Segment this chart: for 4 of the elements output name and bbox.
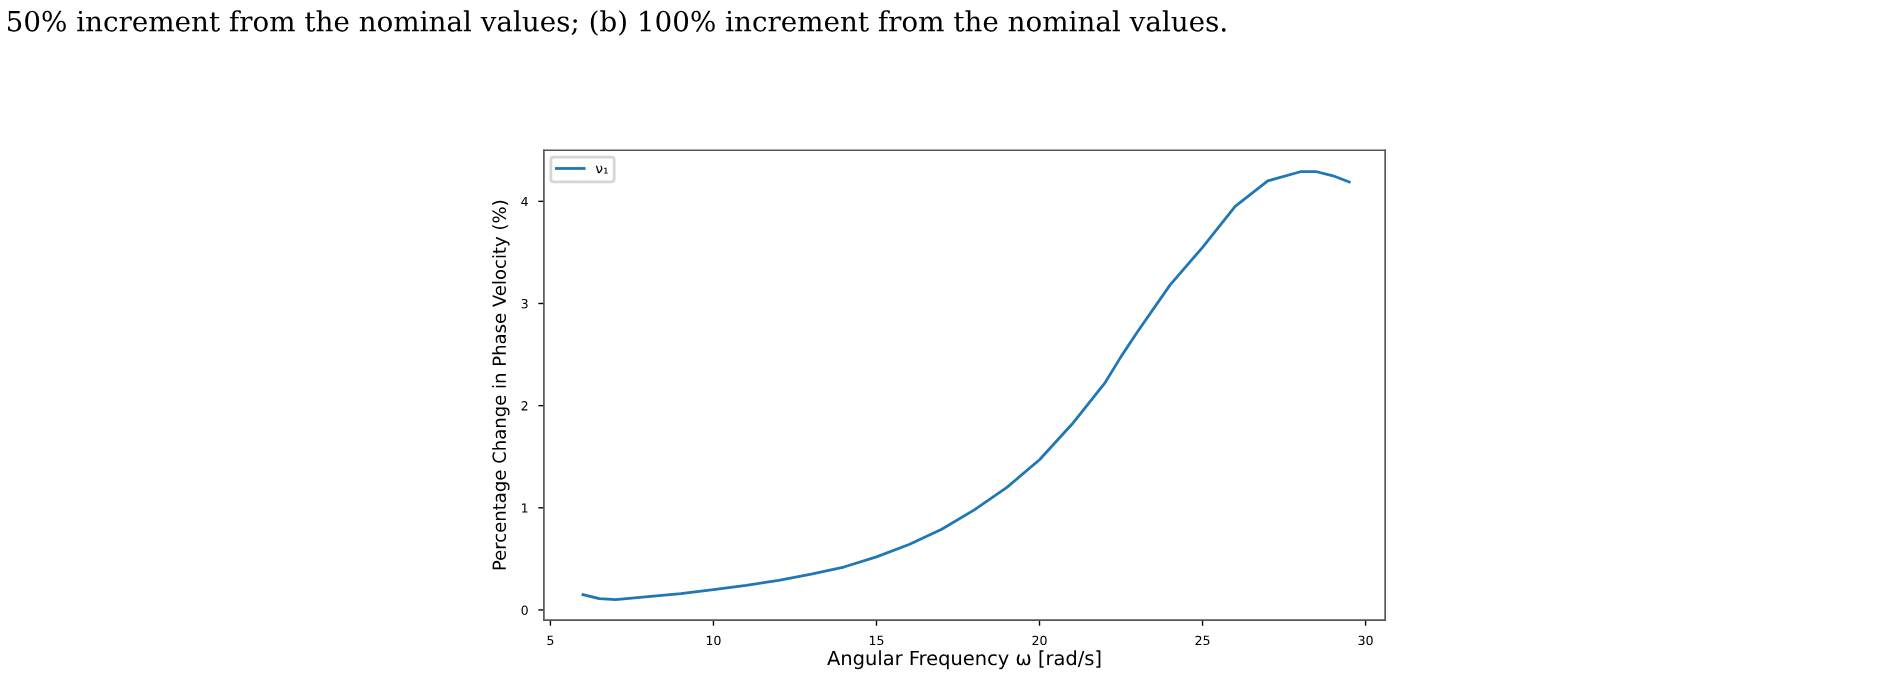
line-series [581, 170, 1351, 602]
y-axis-title: Percentage Change in Phase Velocity (%) [492, 200, 510, 570]
x-axis-title: Angular Frequency ω [rad/s] [827, 650, 1101, 670]
text: 50% increment from the nominal values; (b) 100% increment from the nominal values. [8, 10, 1226, 36]
